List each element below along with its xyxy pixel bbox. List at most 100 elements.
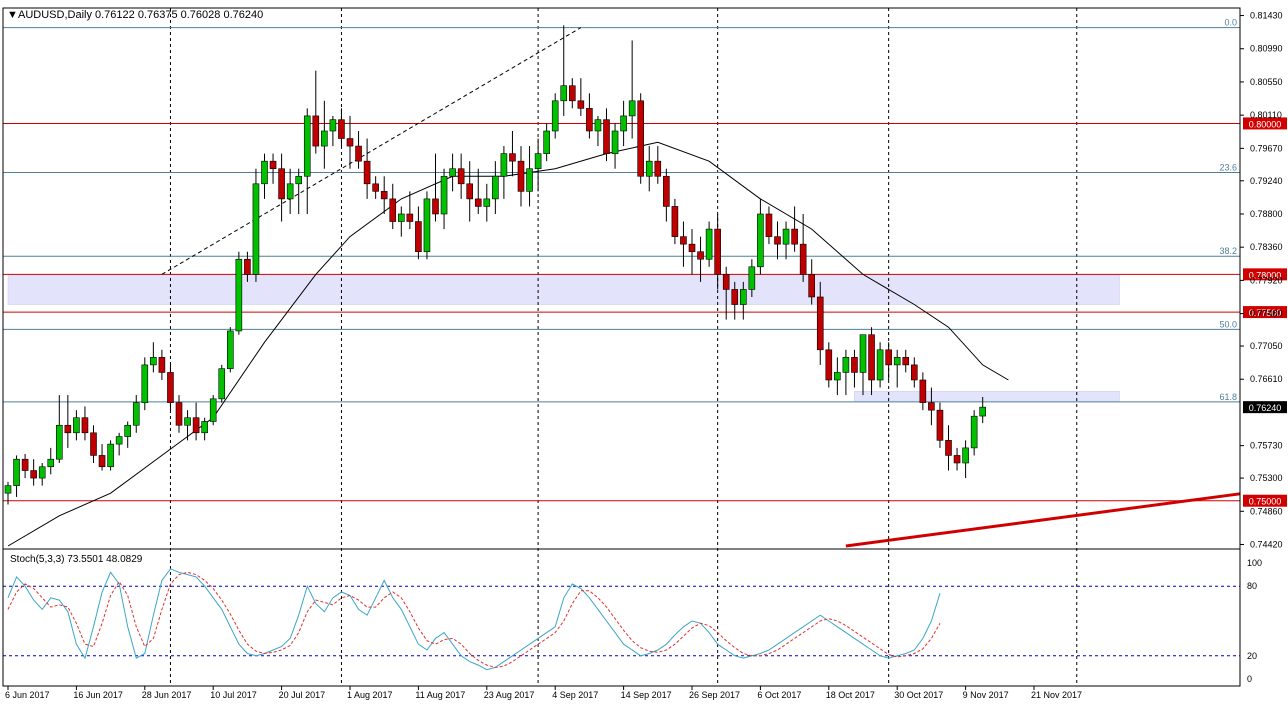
- time-tick-label-1: 16 Jun 2017: [73, 690, 123, 700]
- stoch-label: Stoch(5,3,3) 73.5501 48.0829: [10, 554, 143, 565]
- stoch-tick-label-2: 20: [1247, 651, 1257, 661]
- candle-body-86: [739, 289, 747, 305]
- candle-body-79: [680, 236, 687, 245]
- candle-body-112: [962, 447, 969, 464]
- stoch-tick-label-0: 100: [1247, 558, 1262, 568]
- candle-body-15: [132, 402, 140, 426]
- symbol-label: AUDUSD,Daily: [18, 9, 92, 21]
- red-level-tag-0: [1243, 117, 1287, 130]
- price-tick-label-11: 0.76610: [1250, 374, 1283, 384]
- candle-body-114: [979, 406, 987, 417]
- candle-body-105: [902, 357, 910, 366]
- candle-body-26: [227, 330, 234, 369]
- candle-body-107: [919, 379, 927, 403]
- candle-body-97: [834, 372, 841, 381]
- candle-body-20: [175, 402, 183, 426]
- candle-body-94: [808, 274, 816, 298]
- price-tick-label-2: 0.80550: [1250, 77, 1283, 87]
- candle-body-90: [774, 236, 781, 245]
- candle-body-24: [209, 398, 217, 422]
- candle-body-35: [303, 115, 311, 177]
- current-price-tag: [1243, 401, 1287, 414]
- candle-body-71: [611, 130, 619, 154]
- time-tick-label-10: 26 Sep 2017: [689, 690, 740, 700]
- candle-body-69: [594, 119, 602, 132]
- fib-label-1: 23.6: [1219, 162, 1237, 172]
- candle-body-27: [235, 258, 243, 332]
- stoch-tick-label-1: 80: [1247, 581, 1257, 591]
- candle-body-101: [868, 334, 875, 381]
- candle-body-52: [449, 168, 456, 177]
- candle-body-67: [577, 100, 585, 109]
- price-tick-label-5: 0.79240: [1250, 176, 1283, 186]
- candle-body-19: [167, 372, 174, 403]
- price-tick-label-8: 0.77920: [1250, 275, 1283, 285]
- candle-body-59: [509, 153, 516, 162]
- candle-body-22: [192, 417, 200, 434]
- candle-body-84: [722, 274, 730, 290]
- red-level-tag-3: [1243, 494, 1287, 507]
- candle-body-81: [697, 251, 704, 260]
- symbol-arrow-icon[interactable]: ▼: [7, 9, 18, 21]
- time-tick-label-12: 18 Oct 2017: [826, 690, 875, 700]
- zone-0: [7, 274, 1120, 305]
- candle-body-63: [543, 130, 550, 154]
- candle-body-2: [21, 458, 29, 471]
- candle-body-98: [842, 357, 850, 373]
- candle-body-82: [705, 228, 713, 260]
- candle-body-87: [748, 266, 756, 290]
- current-price-text: 0.76240: [1249, 403, 1282, 413]
- candle-body-109: [936, 409, 944, 441]
- candle-body-49: [423, 198, 431, 253]
- candle-body-61: [526, 168, 533, 192]
- stoch-series-signal: [7, 571, 941, 668]
- candle-body-60: [517, 160, 525, 192]
- candle-body-13: [115, 436, 123, 445]
- price-tick-label-1: 0.80990: [1250, 44, 1283, 54]
- stoch-plot-border: [2, 548, 1241, 687]
- candle-body-100: [859, 334, 867, 373]
- candle-body-9: [81, 417, 89, 434]
- candle-body-95: [816, 296, 824, 351]
- red-level-tag-text-1: 0.78000: [1249, 270, 1282, 280]
- price-tick-label-13: 0.75300: [1250, 473, 1283, 483]
- candle-body-106: [910, 364, 918, 381]
- candle-body-58: [500, 153, 508, 177]
- time-tick-label-2: 28 Jun 2017: [142, 690, 192, 700]
- candle-body-48: [415, 221, 422, 253]
- candle-body-41: [355, 145, 362, 162]
- candle-body-83: [714, 228, 721, 275]
- candle-body-70: [603, 119, 610, 154]
- ohlc-label: 0.76122 0.76375 0.76028 0.76240: [95, 9, 263, 21]
- candle-body-74: [637, 100, 645, 177]
- red-trendline: [845, 492, 1241, 548]
- candle-body-75: [645, 160, 653, 177]
- candle-body-12: [107, 443, 114, 468]
- candle-body-88: [757, 213, 764, 268]
- time-tick-label-4: 20 Jul 2017: [279, 690, 326, 700]
- candle-body-32: [278, 168, 285, 200]
- candle-body-89: [765, 213, 773, 237]
- candle-body-14: [124, 424, 131, 437]
- candle-body-45: [389, 198, 397, 222]
- candle-body-55: [474, 198, 482, 207]
- time-tick-label-0: 6 Jun 2017: [5, 690, 50, 700]
- candle-body-66: [568, 85, 576, 102]
- candle-body-43: [372, 183, 379, 192]
- price-tick-label-10: 0.77050: [1250, 341, 1283, 351]
- red-level-tag-text-2: 0.77500: [1249, 308, 1282, 318]
- candle-body-102: [876, 349, 884, 381]
- candle-body-44: [380, 191, 388, 200]
- price-tick-label-7: 0.78360: [1250, 242, 1283, 252]
- candle-body-103: [885, 349, 892, 366]
- candle-body-40: [346, 138, 354, 147]
- candle-body-36: [312, 115, 320, 147]
- candle-body-96: [825, 349, 833, 381]
- candle-body-31: [269, 160, 277, 170]
- candle-body-77: [663, 175, 670, 207]
- red-level-tag-1: [1243, 268, 1287, 281]
- candle-body-5: [47, 458, 55, 468]
- red-level-tag-text-0: 0.80000: [1249, 119, 1282, 129]
